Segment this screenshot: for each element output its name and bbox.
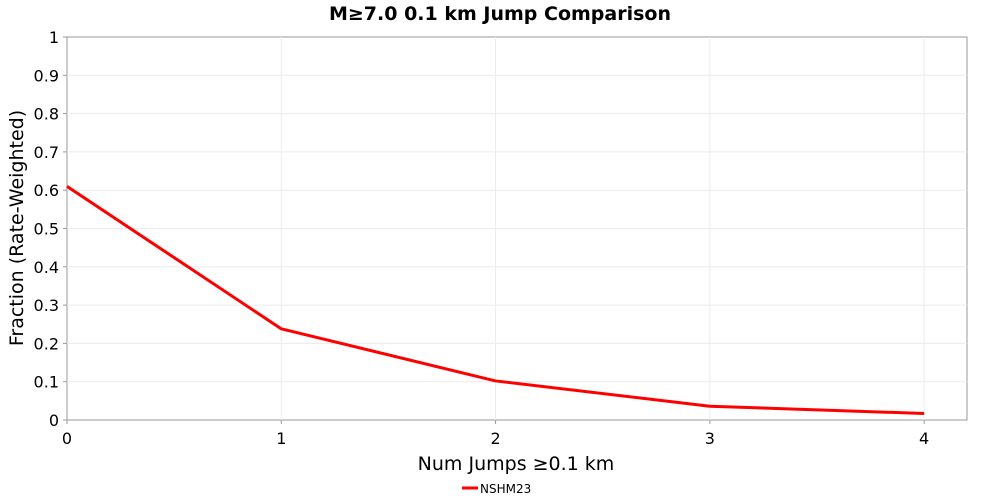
legend: NSHM23 bbox=[462, 482, 531, 496]
x-axis-ticks: 0 1 2 3 4 bbox=[62, 420, 929, 448]
y-tick-label: 0.6 bbox=[34, 181, 59, 200]
series-lines bbox=[66, 185, 925, 415]
grid-lines bbox=[67, 37, 967, 420]
y-tick-label: 0.4 bbox=[34, 258, 59, 277]
series-line-nshm23 bbox=[66, 185, 925, 415]
x-tick-label: 1 bbox=[276, 429, 286, 448]
x-tick-label: 2 bbox=[490, 429, 500, 448]
y-axis-label: Fraction (Rate-Weighted) bbox=[6, 110, 28, 346]
x-tick-label: 3 bbox=[705, 429, 715, 448]
x-axis-label: Num Jumps ≥0.1 km bbox=[418, 453, 615, 475]
x-tick-label: 4 bbox=[919, 429, 929, 448]
y-tick-label: 0.2 bbox=[34, 334, 59, 353]
x-tick-label: 0 bbox=[62, 429, 72, 448]
y-tick-label: 0.8 bbox=[34, 105, 59, 124]
chart-title: M≥7.0 0.1 km Jump Comparison bbox=[329, 3, 671, 25]
legend-label: NSHM23 bbox=[480, 482, 531, 496]
y-tick-label: 0.1 bbox=[34, 373, 59, 392]
y-tick-label: 0.7 bbox=[34, 143, 59, 162]
y-axis-ticks: 0 0.1 0.2 0.3 0.4 0.5 0.6 0.7 0.8 0.9 1 bbox=[34, 28, 67, 430]
y-tick-label: 1 bbox=[49, 28, 59, 47]
y-tick-label: 0.9 bbox=[34, 66, 59, 85]
y-tick-label: 0.5 bbox=[34, 220, 59, 239]
y-tick-label: 0 bbox=[49, 411, 59, 430]
y-tick-label: 0.3 bbox=[34, 296, 59, 315]
